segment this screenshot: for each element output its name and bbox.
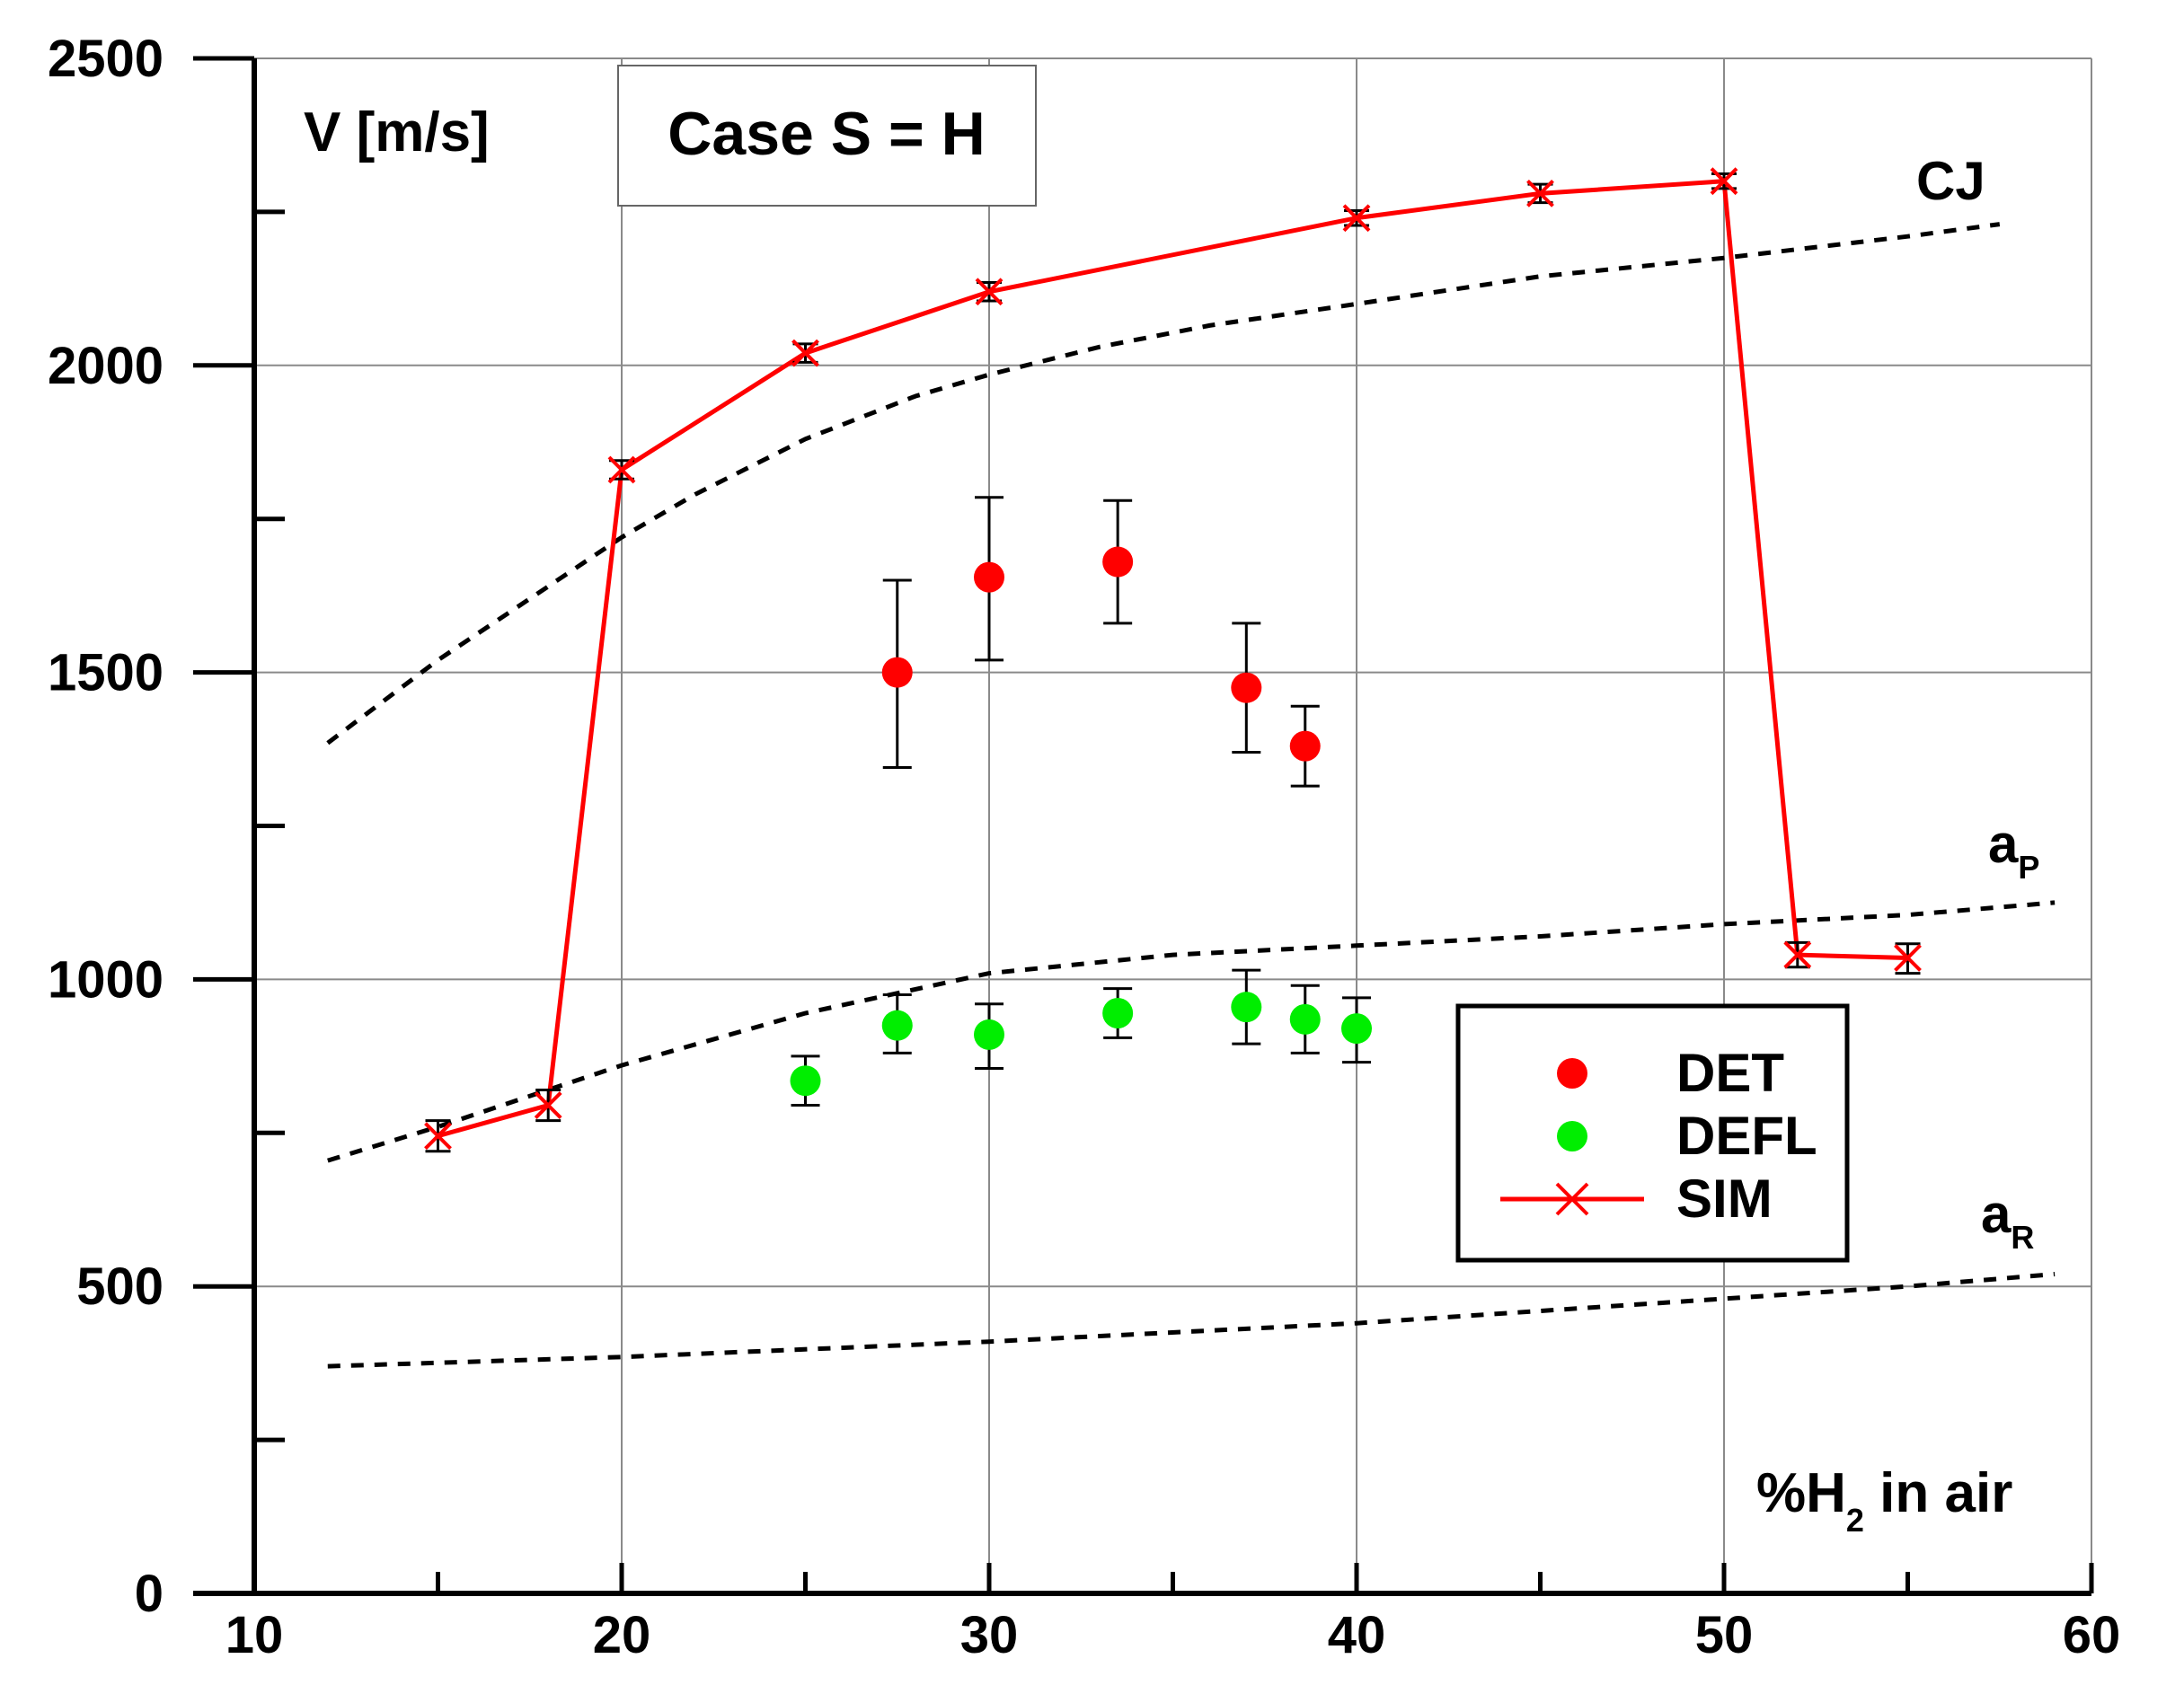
legend-box	[1455, 1003, 1850, 1263]
y-tick-label: 1000	[48, 950, 164, 1009]
defl-point	[1341, 1013, 1372, 1045]
y-tick-label: 500	[76, 1257, 164, 1316]
x-tick-label: 50	[1695, 1606, 1754, 1664]
sim-point	[1342, 204, 1371, 233]
x-axis-label-sub: 2	[1846, 1502, 1864, 1539]
defl-point	[1289, 1003, 1321, 1035]
y-tick-label: 1500	[48, 644, 164, 702]
det-point	[881, 657, 913, 688]
defl-point	[881, 1010, 913, 1041]
ap-curve-label: aP	[1988, 814, 2039, 886]
sim-point	[1783, 940, 1812, 969]
cj-curve-label: CJ	[1916, 151, 1985, 211]
x-tick-label: 10	[225, 1606, 284, 1664]
det-point	[974, 561, 1004, 593]
sim-point	[791, 339, 819, 367]
sim-point	[1710, 167, 1738, 196]
axes: 10 20 30 40 50 60 0 500 1000 1500 2000 2500	[48, 30, 2120, 1664]
x-tick-label: 60	[2063, 1606, 2121, 1664]
x-tick-label: 40	[1328, 1606, 1386, 1664]
x-axis-label: %H2 in air	[1756, 1462, 2012, 1539]
legend: DET DEFL SIM	[1455, 1003, 1850, 1263]
y-tick-label: 2000	[48, 337, 164, 395]
defl-point	[974, 1019, 1004, 1050]
data-series	[424, 167, 1922, 1153]
det-point	[1102, 546, 1134, 578]
sim-point	[1894, 944, 1922, 972]
grid	[254, 57, 2092, 1593]
legend-marker-sim-x	[1555, 1182, 1589, 1216]
reference-curve-ap	[327, 900, 2056, 1163]
defl-point	[1231, 992, 1262, 1023]
ap-label-sub: P	[2018, 849, 2039, 886]
x-tick-label: 20	[593, 1606, 651, 1664]
sim-point	[1526, 179, 1554, 207]
det-point	[1289, 730, 1321, 762]
legend-marker-det	[1557, 1058, 1587, 1089]
defl-point	[790, 1065, 821, 1097]
sim-point	[607, 455, 636, 484]
ar-label-sub: R	[2011, 1219, 2034, 1256]
reference-curve-cj	[326, 222, 2001, 746]
legend-label-det: DET	[1676, 1043, 1784, 1103]
y-tick-label: 2500	[48, 30, 164, 88]
det-point	[1231, 672, 1262, 703]
title-box: Case S = H	[617, 65, 1037, 207]
x-tick-label: 30	[960, 1606, 1019, 1664]
chart-title: Case S = H	[668, 100, 985, 168]
legend-label-sim: SIM	[1676, 1169, 1773, 1229]
y-axis-label: V [m/s]	[304, 101, 490, 163]
ar-curve-label: aR	[1981, 1184, 2034, 1256]
reference-curves	[326, 222, 2056, 1369]
defl-point	[1102, 997, 1134, 1028]
y-tick-label: 0	[135, 1565, 164, 1623]
legend-marker-defl	[1557, 1121, 1587, 1151]
sim-point	[534, 1091, 562, 1119]
sim-series-line	[437, 179, 1908, 1139]
ar-label-base: a	[1981, 1184, 2012, 1244]
sim-point	[975, 278, 1004, 306]
reference-curve-ar	[327, 1272, 2056, 1369]
x-axis-label-suffix: in air	[1864, 1462, 2012, 1524]
ap-label-base: a	[1988, 814, 2019, 874]
legend-label-defl: DEFL	[1676, 1106, 1817, 1166]
x-axis-label-prefix: %H	[1756, 1462, 1846, 1524]
sim-point	[424, 1122, 452, 1151]
